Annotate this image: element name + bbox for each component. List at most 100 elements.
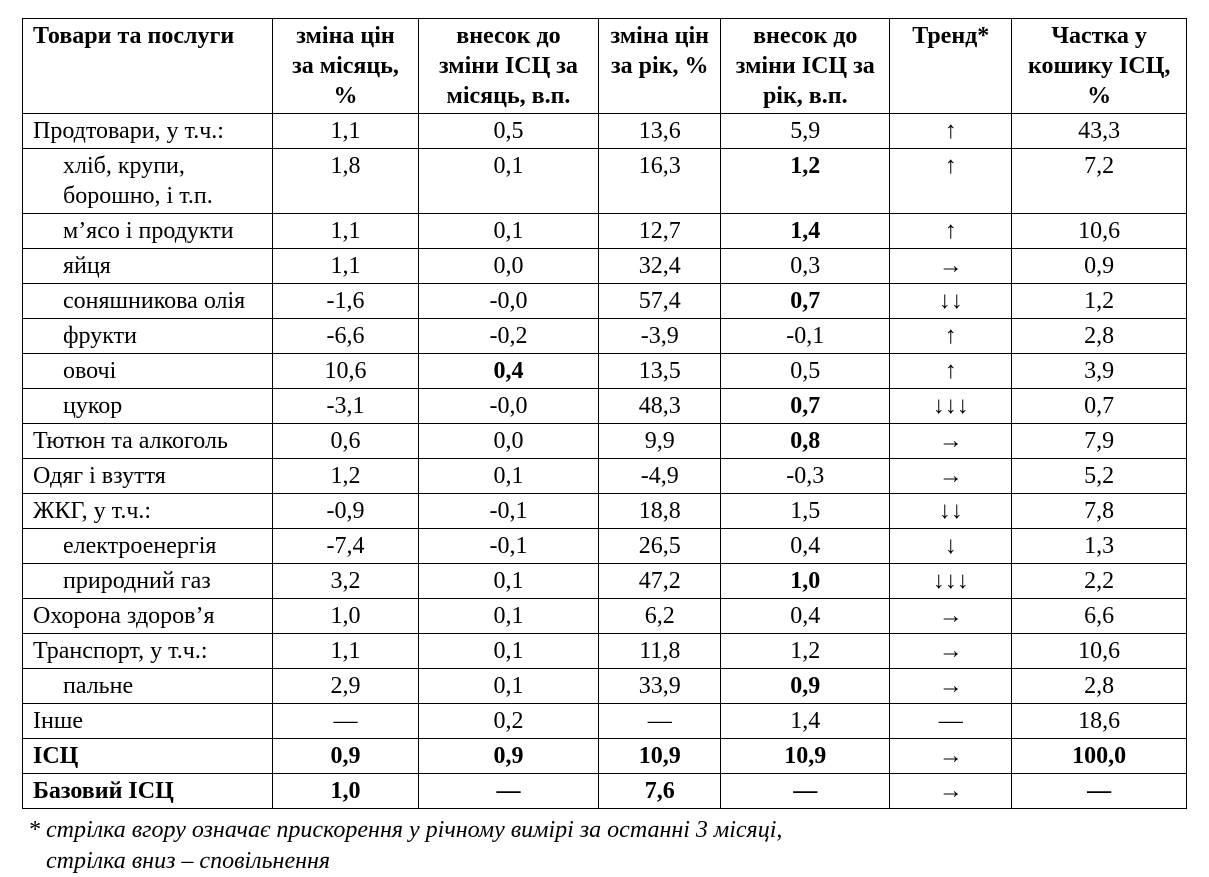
cell-value: 1,0 bbox=[790, 568, 820, 594]
row-name: овочі bbox=[23, 354, 273, 389]
cell-value: -0,1 bbox=[786, 323, 824, 349]
table-row: Продтовари, у т.ч.:1,10,513,65,9↑43,3 bbox=[23, 114, 1187, 149]
row-name-text: Тютюн та алкоголь bbox=[33, 428, 228, 454]
cell-value: -0,0 bbox=[489, 393, 527, 419]
cell-dm: 1,1 bbox=[273, 114, 419, 149]
cell-trend: ↑ bbox=[890, 319, 1012, 354]
cell-value: -3,1 bbox=[327, 393, 365, 419]
cell-value: 33,9 bbox=[639, 673, 681, 699]
cell-value: 1,0 bbox=[331, 603, 361, 629]
cell-cy: 0,7 bbox=[721, 284, 890, 319]
cell-value: 1,4 bbox=[790, 218, 820, 244]
col-header-trend: Тренд* bbox=[890, 19, 1012, 114]
cell-value: 0,3 bbox=[790, 253, 820, 279]
cell-value: 2,8 bbox=[1084, 323, 1114, 349]
cell-cm: 0,1 bbox=[418, 149, 598, 214]
col-header-share: Частка у кошику ІСЦ, % bbox=[1012, 19, 1187, 114]
cpi-table: Товари та послугизміна цін за місяць, %в… bbox=[22, 18, 1187, 809]
cell-share: — bbox=[1012, 774, 1187, 809]
row-name-text: пальне bbox=[33, 671, 133, 701]
cell-value: 10,6 bbox=[1078, 638, 1120, 664]
cell-value: ↓↓↓ bbox=[933, 393, 969, 419]
row-name-text: соняшникова олія bbox=[33, 286, 245, 316]
row-name: пальне bbox=[23, 669, 273, 704]
cell-trend: ↓ bbox=[890, 529, 1012, 564]
cell-cm: -0,1 bbox=[418, 529, 598, 564]
cell-dm: 1,1 bbox=[273, 249, 419, 284]
cell-cy: 0,5 bbox=[721, 354, 890, 389]
cell-value: — bbox=[939, 708, 963, 734]
cell-share: 100,0 bbox=[1012, 739, 1187, 774]
cell-dm: 1,0 bbox=[273, 599, 419, 634]
cell-value: ↓ bbox=[945, 533, 957, 559]
table-row: Транспорт, у т.ч.:1,10,111,81,2→10,6 bbox=[23, 634, 1187, 669]
row-name: Охорона здоров’я bbox=[23, 599, 273, 634]
cell-cm: 0,9 bbox=[418, 739, 598, 774]
cell-cy: 1,5 bbox=[721, 494, 890, 529]
cell-dm: -1,6 bbox=[273, 284, 419, 319]
cell-trend: → bbox=[890, 249, 1012, 284]
cell-value: 10,6 bbox=[1078, 218, 1120, 244]
cell-dy: 18,8 bbox=[599, 494, 721, 529]
cell-value: 48,3 bbox=[639, 393, 681, 419]
row-name-text: Продтовари, у т.ч.: bbox=[33, 118, 224, 144]
row-name-text: електроенергія bbox=[33, 531, 216, 561]
cell-value: 1,1 bbox=[331, 118, 361, 144]
cell-value: 1,2 bbox=[1084, 288, 1114, 314]
cell-value: 5,2 bbox=[1084, 463, 1114, 489]
cell-value: → bbox=[939, 253, 963, 279]
cell-value: ↑ bbox=[945, 323, 957, 349]
cell-cy: 0,4 bbox=[721, 599, 890, 634]
cell-cm: 0,4 bbox=[418, 354, 598, 389]
table-row: Інше—0,2—1,4—18,6 bbox=[23, 704, 1187, 739]
cell-value: 7,6 bbox=[645, 778, 675, 804]
col-header-cy: внесок до зміни ІСЦ за рік, в.п. bbox=[721, 19, 890, 114]
cell-cy: — bbox=[721, 774, 890, 809]
cell-value: -0,1 bbox=[489, 498, 527, 524]
cell-cy: 1,4 bbox=[721, 704, 890, 739]
cell-value: 0,4 bbox=[493, 358, 523, 384]
cell-value: 6,6 bbox=[1084, 603, 1114, 629]
table-row: пальне2,90,133,90,9→2,8 bbox=[23, 669, 1187, 704]
cell-value: → bbox=[939, 743, 963, 769]
cell-value: -4,9 bbox=[641, 463, 679, 489]
cell-value: 0,7 bbox=[790, 393, 820, 419]
cell-value: -6,6 bbox=[327, 323, 365, 349]
cell-cm: — bbox=[418, 774, 598, 809]
cell-value: 1,2 bbox=[331, 463, 361, 489]
row-name-text: ЖКГ, у т.ч.: bbox=[33, 498, 151, 524]
cell-dy: — bbox=[599, 704, 721, 739]
cell-value: 0,0 bbox=[493, 253, 523, 279]
cell-value: -0,2 bbox=[489, 323, 527, 349]
cell-value: 13,5 bbox=[639, 358, 681, 384]
cell-value: ↑ bbox=[945, 118, 957, 144]
cell-dy: 48,3 bbox=[599, 389, 721, 424]
cell-value: 0,1 bbox=[493, 568, 523, 594]
cell-value: 5,9 bbox=[790, 118, 820, 144]
cell-value: 7,2 bbox=[1084, 153, 1114, 179]
table-row: Охорона здоров’я1,00,16,20,4→6,6 bbox=[23, 599, 1187, 634]
table-row: соняшникова олія-1,6-0,057,40,7↓↓1,2 bbox=[23, 284, 1187, 319]
cell-trend: ↑ bbox=[890, 149, 1012, 214]
cell-share: 1,2 bbox=[1012, 284, 1187, 319]
cell-dm: 1,0 bbox=[273, 774, 419, 809]
cell-value: 0,4 bbox=[790, 533, 820, 559]
cell-dm: 0,9 bbox=[273, 739, 419, 774]
cell-value: 0,1 bbox=[493, 603, 523, 629]
table-row: хліб, крупи, борошно, і т.п.1,80,116,31,… bbox=[23, 149, 1187, 214]
table-row: природний газ3,20,147,21,0↓↓↓2,2 bbox=[23, 564, 1187, 599]
cell-value: 2,9 bbox=[331, 673, 361, 699]
cell-value: 12,7 bbox=[639, 218, 681, 244]
table-footnote: * стрілка вгору означає прискорення у рі… bbox=[22, 809, 1187, 877]
cell-dm: -7,4 bbox=[273, 529, 419, 564]
row-name-text: Базовий ІСЦ bbox=[33, 778, 174, 804]
table-row: цукор-3,1-0,048,30,7↓↓↓0,7 bbox=[23, 389, 1187, 424]
row-name-text: природний газ bbox=[33, 566, 211, 596]
row-name: яйця bbox=[23, 249, 273, 284]
cell-value: 0,9 bbox=[493, 743, 523, 769]
cell-cy: 1,2 bbox=[721, 634, 890, 669]
cell-share: 3,9 bbox=[1012, 354, 1187, 389]
cell-dm: 1,1 bbox=[273, 214, 419, 249]
cell-value: 2,8 bbox=[1084, 673, 1114, 699]
row-name-text: Інше bbox=[33, 708, 83, 734]
